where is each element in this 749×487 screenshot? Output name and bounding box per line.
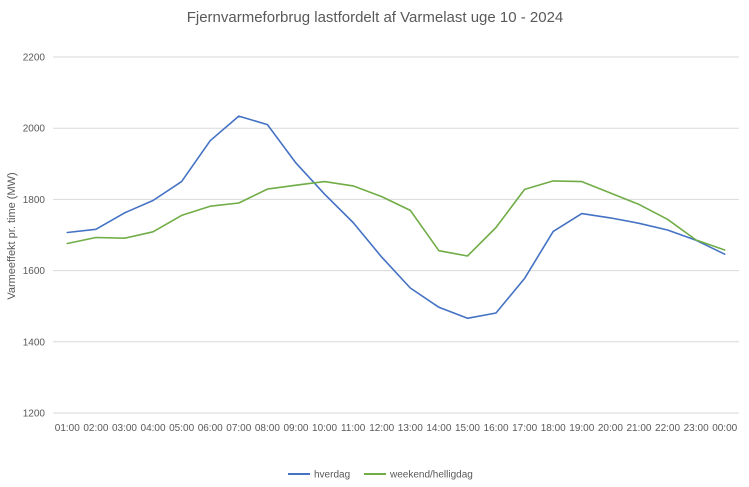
x-tick-label: 05:00 <box>169 423 194 434</box>
x-tick-label: 08:00 <box>255 423 280 434</box>
y-tick-label: 1400 <box>23 337 46 348</box>
x-tick-label: 20:00 <box>598 423 623 434</box>
x-tick-label: 14:00 <box>426 423 451 434</box>
x-tick-label: 02:00 <box>83 423 108 434</box>
x-tick-label: 10:00 <box>312 423 337 434</box>
x-tick-label: 12:00 <box>369 423 394 434</box>
series-line-1 <box>66 180 726 257</box>
x-tick-label: 04:00 <box>141 423 166 434</box>
series-line-0 <box>66 115 726 320</box>
x-tick-label: 13:00 <box>398 423 423 434</box>
y-tick-label: 2000 <box>23 124 46 135</box>
x-tick-label: 09:00 <box>283 423 308 434</box>
gridlines <box>53 56 739 414</box>
y-tick-label: 2200 <box>23 53 46 64</box>
y-axis-title: Varmeeffekt pr. time (MW) <box>6 172 18 299</box>
x-tick-label: 15:00 <box>455 423 480 434</box>
legend: hverdag weekend/helligdag <box>288 470 473 481</box>
x-tick-label: 17:00 <box>512 423 537 434</box>
x-tick-label: 22:00 <box>655 423 680 434</box>
x-tick-label: 07:00 <box>226 423 251 434</box>
y-axis-ticks: 1200 1400 1600 1800 2000 2200 <box>23 53 46 420</box>
x-tick-label: 00:00 <box>712 423 737 434</box>
x-tick-label: 23:00 <box>684 423 709 434</box>
x-tick-label: 01:00 <box>55 423 80 434</box>
legend-label: hverdag <box>314 470 350 481</box>
y-tick-label: 1600 <box>23 266 46 277</box>
x-tick-label: 21:00 <box>626 423 651 434</box>
legend-label: weekend/helligdag <box>389 470 473 481</box>
chart-title: Fjernvarmeforbrug lastfordelt af Varmela… <box>187 9 564 26</box>
x-tick-label: 19:00 <box>569 423 594 434</box>
x-tick-label: 06:00 <box>198 423 223 434</box>
x-axis-ticks: 01:00 02:00 03:00 04:00 05:00 06:00 07:00 08:00… <box>55 423 738 434</box>
series-lines <box>66 115 726 320</box>
y-tick-label: 1800 <box>23 195 46 206</box>
x-tick-label: 16:00 <box>484 423 509 434</box>
x-tick-label: 03:00 <box>112 423 137 434</box>
x-tick-label: 11:00 <box>341 423 366 434</box>
x-tick-label: 18:00 <box>541 423 566 434</box>
y-tick-label: 1200 <box>23 409 46 420</box>
